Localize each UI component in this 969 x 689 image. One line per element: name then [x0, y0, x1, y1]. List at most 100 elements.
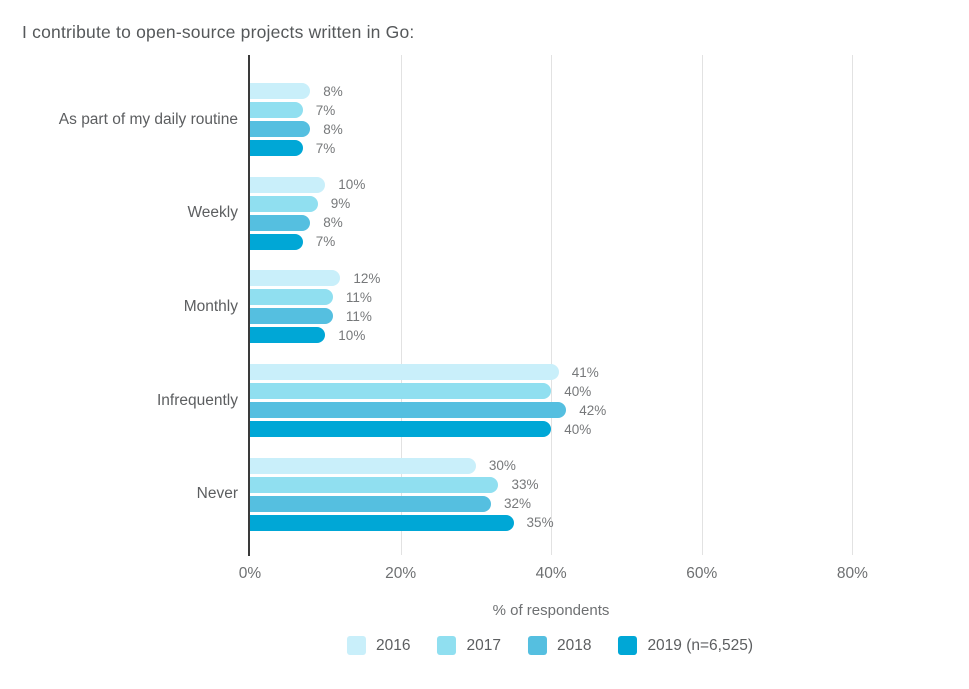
legend-swatch-icon — [346, 636, 366, 655]
bar-line: 8% — [250, 83, 957, 100]
bar-group: 30% 33% 32% 35% — [250, 447, 957, 541]
category-label: Never — [196, 485, 238, 503]
bar-value-label: 41% — [571, 364, 599, 380]
bar-value-label: 7% — [315, 234, 336, 250]
bar-2018-1 — [250, 214, 311, 231]
y-axis-line — [248, 55, 250, 556]
bar-2016-0 — [250, 83, 311, 100]
bar-value-label: 33% — [511, 477, 539, 493]
x-tick-label: 60% — [686, 565, 718, 582]
bar-2017-1 — [250, 195, 318, 212]
bar-group: 10% 9% 8% 7% — [250, 167, 957, 261]
gridline — [551, 55, 553, 555]
bar-2019-2 — [250, 327, 326, 344]
gridline — [701, 55, 703, 555]
x-tick-label: 0% — [238, 565, 262, 582]
bar-value-label: 42% — [579, 402, 607, 418]
legend-label: 2018 — [556, 636, 592, 654]
bar-2019-1 — [250, 233, 303, 250]
bar-line: 11% — [250, 308, 957, 325]
legend-swatch-icon — [618, 636, 638, 655]
bar-line: 33% — [250, 476, 957, 493]
legend: 2016 2017 2018 2019 (n=6,525) — [346, 636, 753, 655]
category-axis: As part of my daily routine Weekly Monthly… — [0, 73, 238, 541]
bar-2016-4 — [250, 457, 476, 474]
bar-line: 7% — [250, 233, 957, 250]
bar-value-label: 10% — [338, 177, 366, 193]
bar-line: 32% — [250, 495, 957, 512]
bar-line: 9% — [250, 195, 957, 212]
bar-value-label: 7% — [315, 102, 336, 118]
bar-2019-3 — [250, 421, 552, 438]
category-label: Monthly — [183, 297, 238, 315]
bar-line: 8% — [250, 214, 957, 231]
x-tick-label: 20% — [385, 565, 417, 582]
legend-swatch-icon — [437, 636, 457, 655]
legend-item-2016: 2016 — [346, 636, 411, 655]
bar-2019-0 — [250, 140, 303, 157]
x-tick-label: 40% — [535, 565, 567, 582]
bar-line: 40% — [250, 421, 957, 438]
bar-line: 30% — [250, 457, 957, 474]
bar-value-label: 7% — [315, 140, 336, 156]
category-label: As part of my daily routine — [58, 110, 238, 128]
chart-title: I contribute to open-source projects wri… — [22, 22, 415, 42]
x-axis-ticks: 0% 20% 40% 60% 80% — [239, 565, 957, 587]
bar-line: 7% — [250, 102, 957, 119]
bar-2016-1 — [250, 176, 326, 193]
bar-2018-4 — [250, 495, 491, 512]
gridline — [852, 55, 854, 555]
legend-item-2018: 2018 — [527, 636, 592, 655]
bar-2017-0 — [250, 102, 303, 119]
gridline — [400, 55, 402, 555]
bar-line: 10% — [250, 327, 957, 344]
category-label: Infrequently — [157, 391, 238, 409]
bar-value-label: 32% — [503, 496, 531, 512]
bar-line: 7% — [250, 140, 957, 157]
legend-label: 2019 (n=6,525) — [647, 636, 754, 654]
bar-value-label: 11% — [345, 308, 372, 324]
bar-value-label: 30% — [488, 458, 516, 474]
bar-line: 40% — [250, 383, 957, 400]
bar-2017-4 — [250, 476, 499, 493]
bar-line: 42% — [250, 402, 957, 419]
plot-area: 8% 7% 8% 7% 10% 9% 8% 7% 12% 11% 11% 10% 41% 40% 42% 40… — [248, 55, 957, 556]
legend-label: 2016 — [375, 636, 411, 654]
bar-line: 10% — [250, 176, 957, 193]
bar-value-label: 40% — [564, 421, 592, 437]
bar-value-label: 9% — [330, 196, 351, 212]
bar-2019-4 — [250, 514, 514, 531]
bar-group: 12% 11% 11% 10% — [250, 260, 957, 354]
legend-label: 2017 — [466, 636, 501, 654]
bar-2018-2 — [250, 308, 333, 325]
bar-2018-3 — [250, 402, 567, 419]
bar-group: 8% 7% 8% 7% — [250, 73, 957, 167]
bar-2016-3 — [250, 364, 559, 381]
bar-value-label: 11% — [345, 289, 372, 305]
bar-rows: 8% 7% 8% 7% 10% 9% 8% 7% 12% 11% 11% 10% 41% 40% 42% 40… — [250, 73, 957, 541]
bar-value-label: 8% — [323, 215, 343, 231]
bar-value-label: 12% — [353, 270, 381, 286]
legend-item-2019: 2019 (n=6,525) — [618, 636, 753, 655]
bar-value-label: 8% — [323, 121, 343, 137]
bar-2017-3 — [250, 383, 552, 400]
legend-item-2017: 2017 — [437, 636, 501, 655]
bar-line: 41% — [250, 364, 957, 381]
bar-2017-2 — [250, 289, 333, 306]
x-tick-label: 80% — [836, 565, 868, 582]
legend-swatch-icon — [527, 636, 547, 655]
bar-value-label: 10% — [338, 327, 366, 343]
bar-value-label: 35% — [526, 515, 554, 531]
bar-line: 12% — [250, 270, 957, 287]
bar-2016-2 — [250, 270, 341, 287]
bar-group: 41% 40% 42% 40% — [250, 354, 957, 448]
bar-line: 11% — [250, 289, 957, 306]
bar-line: 8% — [250, 121, 957, 138]
bar-value-label: 40% — [564, 383, 592, 399]
x-axis-title: % of respondents — [492, 602, 610, 619]
bar-line: 35% — [250, 514, 957, 531]
bar-2018-0 — [250, 121, 311, 138]
category-label: Weekly — [187, 204, 238, 222]
bar-value-label: 8% — [323, 83, 343, 99]
